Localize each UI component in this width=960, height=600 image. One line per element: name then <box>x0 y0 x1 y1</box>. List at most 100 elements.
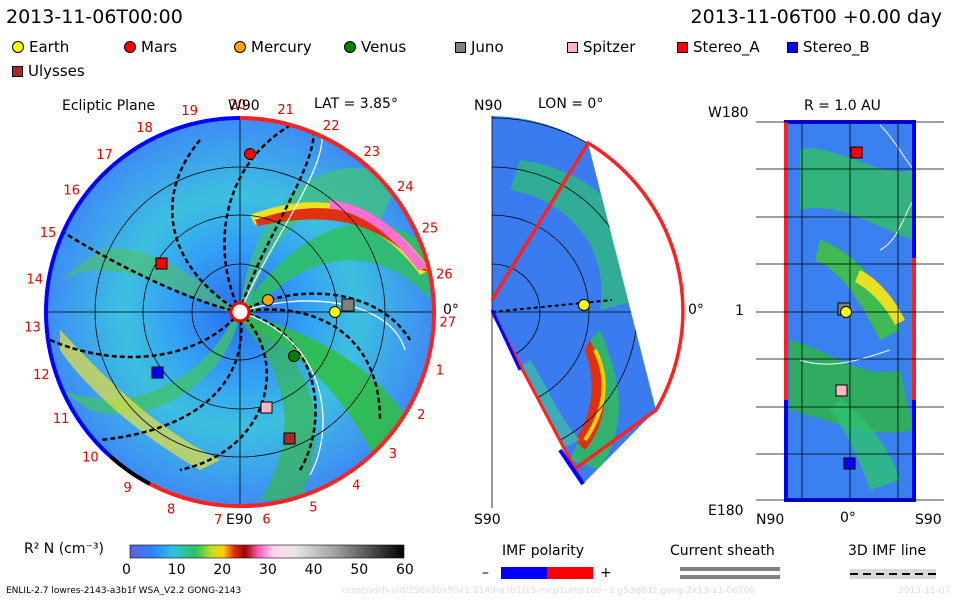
ecliptic-w90-label: W90 <box>228 98 260 114</box>
square-marker-icon <box>677 41 688 53</box>
carrington-label: 4 <box>352 478 360 493</box>
stereo-b-marker <box>151 366 164 379</box>
legend-item-venus: Venus <box>344 38 406 56</box>
legend-label: Mercury <box>251 38 312 56</box>
legend-item-stereo-b: Stereo_B <box>787 38 870 56</box>
colorbar-tick: 30 <box>259 562 277 578</box>
carrington-label: 21 <box>277 103 294 118</box>
meridional-s90-label: S90 <box>474 512 501 528</box>
meridional-earth-marker <box>578 299 590 311</box>
carrington-label: 13 <box>24 321 41 336</box>
circle-marker-icon <box>12 41 24 53</box>
current-sheath-title: Current sheath <box>670 543 775 559</box>
legend-label: Venus <box>361 38 407 56</box>
legend-label: Earth <box>29 38 70 56</box>
meridional-plane-plot <box>490 116 685 508</box>
radial-map-plot <box>756 120 944 502</box>
run-datetime: 2013-11-06T00:00 <box>6 6 183 28</box>
square-marker-icon <box>455 41 466 53</box>
ecliptic-title: Ecliptic Plane <box>62 98 156 114</box>
colorbar-tick: 10 <box>167 562 186 578</box>
mercury-marker <box>262 294 274 306</box>
carrington-label: 14 <box>27 272 44 287</box>
circle-marker-icon <box>234 41 246 53</box>
legend-label: Stereo_A <box>693 38 760 56</box>
radial-s90-tick: S90 <box>915 512 942 528</box>
frame-datetime: 2013-11-06T00 +0.00 day <box>690 6 942 28</box>
carrington-label: 12 <box>33 368 50 383</box>
legend-item-juno: Juno <box>455 38 504 56</box>
carrington-label: 5 <box>309 501 317 516</box>
carrington-labels: 19 20 212223242526271234567891011121314151… <box>24 98 456 528</box>
carrington-label: 23 <box>364 145 381 160</box>
square-marker-icon <box>12 65 23 77</box>
current-sheath-swatch <box>680 575 780 579</box>
carrington-label: 6 <box>262 512 270 527</box>
carrington-label: 3 <box>389 447 397 462</box>
colorbar-tick: 60 <box>396 562 414 578</box>
carrington-label: 11 <box>53 412 70 427</box>
radial-earth-marker <box>840 306 852 318</box>
square-marker-icon <box>567 41 578 53</box>
legend-item-earth: Earth <box>12 38 69 56</box>
imf-minus-label: – <box>482 565 489 581</box>
imf-plus-label: + <box>600 565 612 581</box>
legend-label: Ulysses <box>28 62 85 80</box>
carrington-label: 10 <box>82 451 99 466</box>
run-stamp: 2013-11-07 <box>898 586 951 596</box>
radial-w180-label: W180 <box>708 105 749 121</box>
colorbar-label: R² N (cm⁻³) <box>24 541 104 557</box>
colorbar-tick: 0 <box>122 562 131 578</box>
radial-mid-label: 1 <box>735 303 744 319</box>
radial-spitzer-marker <box>835 384 848 397</box>
carrington-label: 22 <box>323 119 340 134</box>
circle-marker-icon <box>344 41 356 53</box>
model-info: ENLIL-2.7 lowres-2143-a3b1f WSA_V2.2 GON… <box>6 586 242 596</box>
carrington-label: 19 <box>181 104 198 119</box>
imf-line-title: 3D IMF line <box>848 543 927 559</box>
legend-item-mercury: Mercury <box>234 38 312 56</box>
juno-marker <box>341 298 355 312</box>
imf-polarity-title: IMF polarity <box>502 543 585 559</box>
spitzer-marker <box>260 401 273 414</box>
radial-n90-tick: N90 <box>756 512 785 528</box>
legend-item-spitzer: Spitzer <box>567 38 635 56</box>
earth-marker <box>329 306 341 318</box>
carrington-label: 15 <box>40 226 57 241</box>
meridional-n90-label: N90 <box>474 98 503 114</box>
imf-positive-swatch <box>547 567 593 579</box>
radial-0-tick: 0° <box>840 510 856 526</box>
carrington-label: 20 <box>229 98 246 113</box>
radial-stereo-a-marker <box>850 146 863 159</box>
carrington-label: 26 <box>436 268 453 283</box>
ulysses-marker <box>283 432 296 445</box>
colorbar-tick: 40 <box>304 562 323 578</box>
colorbar-tick: 50 <box>350 562 369 578</box>
radial-e180-label: E180 <box>708 503 744 519</box>
circle-marker-icon <box>124 41 136 53</box>
carrington-label: 1 <box>436 363 444 378</box>
meridional-lon-label: LON = 0° <box>538 96 604 112</box>
radial-title: R = 1.0 AU <box>804 98 881 114</box>
ecliptic-lat-label: LAT = 3.85° <box>314 96 398 112</box>
meridional-0deg-label: 0° <box>688 302 704 318</box>
ecliptic-0deg-label: 0° <box>443 302 459 318</box>
legend-label: Stereo_B <box>803 38 870 56</box>
run-path: ccmc/vsrh-old/256x30x90x1:2143-a3b1f15-m… <box>342 586 756 596</box>
imf-negative-swatch <box>501 567 547 579</box>
legend-item-ulysses: Ulysses <box>12 62 85 80</box>
radial-stereo-b-marker <box>843 457 856 470</box>
legend-label: Juno <box>471 38 504 56</box>
ecliptic-plane-plot: 19 20 212223242526271234567891011121314151… <box>24 98 456 528</box>
density-colorbar <box>129 544 405 559</box>
legend-label: Mars <box>141 38 178 56</box>
carrington-label: 17 <box>96 148 113 163</box>
carrington-label: 9 <box>124 481 132 496</box>
carrington-label: 27 <box>440 316 457 331</box>
ecliptic-e90-label: E90 <box>226 512 253 528</box>
mars-marker <box>244 148 256 160</box>
legend-label: Spitzer <box>583 38 636 56</box>
legend-item-mars: Mars <box>124 38 177 56</box>
carrington-label: 2 <box>417 408 425 423</box>
